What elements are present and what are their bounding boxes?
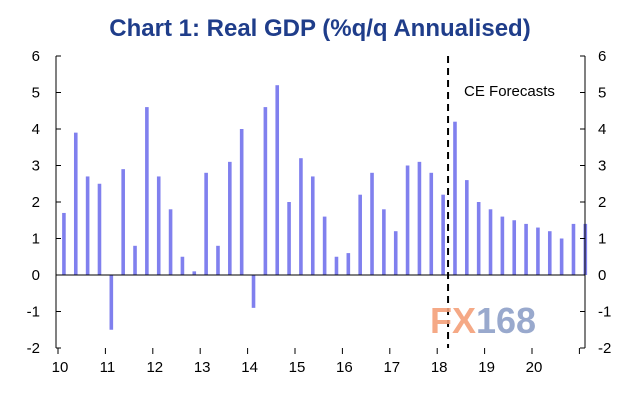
- y-tick-label-left: 4: [32, 121, 40, 138]
- svg-text:FX168: FX168: [430, 300, 536, 341]
- bar: [133, 245, 137, 275]
- bar: [192, 271, 197, 275]
- bar: [405, 165, 410, 275]
- x-tick-label: 17: [383, 359, 400, 376]
- bar: [299, 158, 303, 275]
- y-tick-label-left: 0: [32, 267, 40, 284]
- bar: [62, 212, 66, 275]
- bar: [453, 121, 457, 275]
- x-tick-label: 20: [526, 359, 543, 376]
- bar: [97, 183, 102, 275]
- x-tick-label: 11: [100, 359, 116, 376]
- bar: [85, 176, 90, 275]
- bar: [476, 202, 481, 275]
- x-tick-label: 10: [52, 359, 69, 376]
- fx168-watermark: FX168: [430, 300, 536, 341]
- bar: [180, 256, 185, 275]
- y-tick-label-left: -1: [27, 304, 40, 321]
- bar: [310, 176, 315, 275]
- x-tick-label: 18: [431, 359, 448, 376]
- bar: [500, 216, 505, 275]
- y-tick-label-left: 1: [32, 231, 40, 248]
- bar: [228, 161, 232, 275]
- bar: [239, 129, 244, 275]
- bar: [156, 176, 161, 275]
- x-tick-label: 13: [194, 359, 211, 376]
- y-tick-label-right: 6: [598, 48, 606, 65]
- bar: [145, 107, 149, 275]
- x-tick-label: 14: [241, 359, 258, 376]
- chart-title: Chart 1: Real GDP (%q/q Annualised): [109, 15, 530, 42]
- y-tick-label-right: 4: [598, 121, 606, 138]
- bar: [370, 172, 374, 275]
- bar: [393, 231, 398, 275]
- bar: [287, 202, 291, 275]
- y-tick-label-right: -1: [598, 304, 611, 321]
- bar: [559, 238, 564, 275]
- bar: [346, 253, 351, 275]
- y-tick-label-left: 2: [32, 194, 40, 211]
- bar: [536, 227, 540, 275]
- bar: [216, 245, 220, 275]
- bar: [168, 209, 173, 275]
- watermark-part1: FX: [430, 300, 476, 341]
- y-ticks-right: 6 5 4 3 2 1 0 -1 -2: [580, 48, 611, 357]
- bar: [204, 172, 208, 275]
- y-tick-label-left: 6: [32, 48, 40, 65]
- bar: [512, 220, 517, 275]
- y-ticks-left: 6 5 4 3 2 1 0 -1 -2: [27, 48, 61, 357]
- bar: [73, 132, 78, 275]
- bar: [322, 216, 327, 275]
- bar: [465, 180, 469, 275]
- y-tick-label-right: 5: [598, 85, 606, 102]
- y-tick-label-right: 1: [598, 231, 606, 248]
- bar: [488, 209, 493, 275]
- y-tick-label-right: 2: [598, 194, 606, 211]
- bars-group: [62, 85, 588, 330]
- bar: [263, 107, 268, 275]
- x-ticks: 10 11 12 13 14 15 16 17 18 19 20: [52, 348, 580, 376]
- bar: [441, 194, 445, 275]
- bar: [524, 223, 528, 275]
- bar: [429, 172, 434, 275]
- x-tick-label: 16: [336, 359, 353, 376]
- bar: [334, 256, 339, 275]
- bar: [417, 161, 422, 275]
- bar: [109, 275, 114, 330]
- x-tick-label: 12: [146, 359, 163, 376]
- x-tick-label: 15: [289, 359, 306, 376]
- watermark-part2: 168: [476, 300, 536, 341]
- y-tick-label-left: 3: [32, 158, 40, 175]
- bar: [251, 275, 256, 308]
- bar: [358, 194, 362, 275]
- y-tick-label-right: 3: [598, 158, 606, 175]
- y-tick-label-left: -2: [27, 340, 40, 357]
- bar: [275, 85, 280, 275]
- forecast-annotation: CE Forecasts: [464, 83, 555, 100]
- bar: [382, 209, 386, 275]
- y-tick-label-right: 0: [598, 267, 606, 284]
- bar: [547, 231, 552, 275]
- bar: [571, 223, 576, 275]
- bar: [121, 169, 125, 275]
- y-tick-label-left: 5: [32, 85, 40, 102]
- x-tick-label: 19: [478, 359, 495, 376]
- y-tick-label-right: -2: [598, 340, 611, 357]
